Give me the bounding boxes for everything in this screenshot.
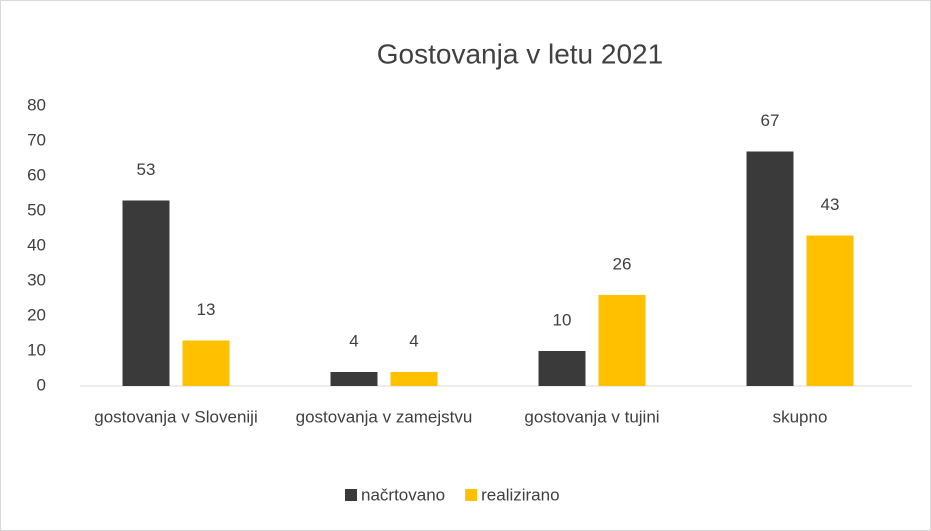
- x-tick-label: skupno: [773, 407, 828, 426]
- legend-swatch: [465, 489, 478, 501]
- data-label: 10: [553, 310, 572, 329]
- data-label: 67: [761, 111, 780, 130]
- y-tick-label: 0: [37, 375, 46, 394]
- data-label: 4: [349, 331, 358, 350]
- bar: [182, 340, 230, 386]
- y-tick-label: 40: [27, 235, 46, 254]
- bar: [598, 295, 646, 386]
- bar: [538, 351, 586, 386]
- data-label: 26: [613, 254, 632, 273]
- x-tick-label: gostovanja v tujini: [524, 407, 659, 426]
- y-tick-label: 60: [27, 165, 46, 184]
- legend-swatch: [345, 489, 357, 501]
- y-tick-label: 50: [27, 200, 46, 219]
- data-label: 43: [821, 195, 840, 214]
- data-label: 4: [409, 331, 418, 350]
- x-tick-label: gostovanja v Sloveniji: [94, 407, 257, 426]
- legend-label: načrtovano: [361, 485, 445, 504]
- y-tick-label: 10: [27, 340, 46, 359]
- bar: [330, 372, 378, 386]
- bar: [806, 235, 854, 386]
- x-tick-label: gostovanja v zamejstvu: [296, 407, 473, 426]
- chart-title: Gostovanja v letu 2021: [377, 38, 663, 69]
- bar: [122, 200, 170, 386]
- bar: [390, 372, 438, 386]
- data-label: 13: [197, 300, 216, 319]
- y-tick-label: 20: [27, 305, 46, 324]
- y-tick-label: 30: [27, 270, 46, 289]
- bar: [746, 151, 794, 386]
- y-tick-label: 80: [27, 95, 46, 114]
- y-tick-label: 70: [27, 130, 46, 149]
- data-label: 53: [137, 160, 156, 179]
- legend-label: realizirano: [481, 485, 559, 504]
